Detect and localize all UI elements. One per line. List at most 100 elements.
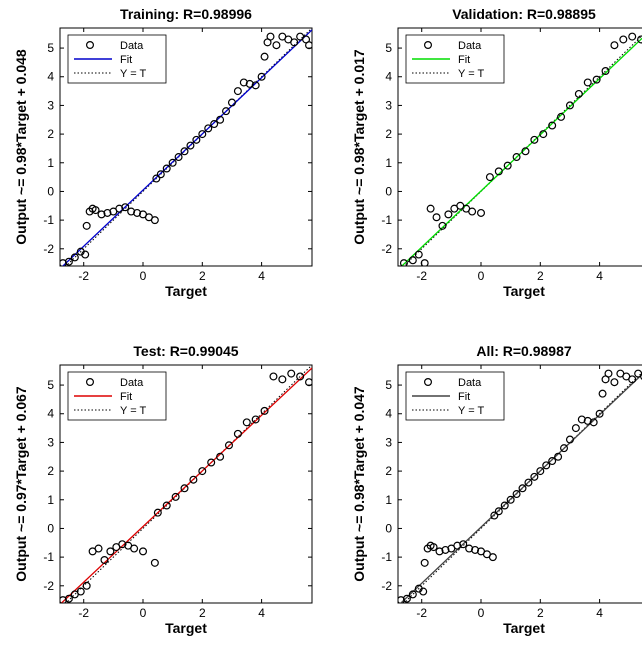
- x-tick-label: 0: [478, 606, 485, 620]
- data-point: [150, 558, 159, 567]
- data-point: [156, 170, 165, 179]
- legend-fit-label: Fit: [458, 391, 470, 403]
- data-point: [465, 544, 474, 553]
- data-point: [290, 38, 299, 47]
- data-point: [305, 378, 312, 387]
- data-point: [64, 594, 73, 603]
- fit-line: [61, 29, 312, 266]
- data-point: [257, 72, 266, 81]
- chart-title: Test: R=0.99045: [133, 343, 238, 359]
- data-point: [468, 207, 477, 216]
- y-tick-label: -2: [381, 579, 392, 593]
- y-tick-label: -2: [43, 242, 54, 256]
- data-point: [152, 174, 161, 183]
- panel-1: Training: R=0.98996 -2 0 2 4 -2 -1 0 1 2 3 4 5 Target…: [13, 6, 313, 299]
- data-point: [118, 540, 127, 549]
- data-point: [503, 161, 512, 170]
- x-tick-label: 0: [478, 269, 485, 283]
- x-tick-label: -2: [78, 269, 89, 283]
- data-point: [408, 590, 417, 599]
- x-tick-label: 2: [199, 269, 206, 283]
- data-point: [180, 484, 189, 493]
- x-axis-label: Target: [165, 283, 207, 299]
- x-tick-label: 4: [596, 606, 603, 620]
- data-point: [408, 256, 417, 265]
- legend: Data Fit Y = T: [405, 34, 505, 84]
- data-point: [536, 467, 545, 476]
- data-point: [429, 543, 438, 552]
- data-point: [251, 81, 260, 90]
- data-point: [150, 216, 159, 225]
- legend-data-label: Data: [120, 377, 144, 389]
- chart-title: All: R=0.98987: [476, 343, 572, 359]
- y-tick-label: 2: [385, 464, 392, 478]
- data-point: [186, 141, 195, 150]
- data-point: [103, 208, 112, 217]
- data-point: [287, 369, 296, 378]
- data-point: [595, 409, 604, 418]
- x-axis-label: Target: [503, 283, 545, 299]
- data-point: [224, 441, 233, 450]
- y-tick-label: 3: [385, 98, 392, 112]
- y-tick-label: -2: [381, 242, 392, 256]
- data-point: [438, 221, 447, 230]
- data-point: [94, 544, 103, 553]
- y-axis-label: Output ~= 0.98*Target + 0.047: [351, 386, 367, 582]
- data-point: [574, 89, 583, 98]
- data-point: [239, 78, 248, 87]
- legend: Data Fit Y = T: [67, 371, 167, 421]
- data-point: [153, 508, 162, 517]
- data-point: [539, 130, 548, 139]
- data-point: [162, 501, 171, 510]
- legend-identity-label: Y = T: [458, 405, 484, 417]
- data-point: [70, 253, 79, 262]
- legend-data-label: Data: [458, 40, 482, 52]
- y-axis-label: Output ~= 0.97*Target + 0.067: [13, 386, 29, 582]
- legend: Data Fit Y = T: [405, 371, 505, 421]
- data-point: [216, 452, 225, 461]
- data-point: [518, 484, 527, 493]
- data-point: [441, 545, 450, 554]
- legend-identity-label: Y = T: [120, 68, 146, 80]
- y-tick-label: -1: [43, 213, 54, 227]
- y-axis-label: Output ~= 0.98*Target + 0.017: [351, 49, 367, 245]
- data-point: [604, 369, 613, 378]
- y-tick-label: 1: [47, 493, 54, 507]
- y-tick-label: 0: [47, 184, 54, 198]
- data-point: [444, 210, 453, 219]
- x-axis-label: Target: [165, 620, 207, 636]
- panel-3: Test: R=0.99045 -2 0 2 4 -2 -1 0 1 2 3 4 5 Target Outp…: [13, 343, 313, 636]
- y-tick-label: 2: [385, 127, 392, 141]
- legend-fit-label: Fit: [120, 54, 132, 66]
- chart-title: Validation: R=0.98895: [452, 6, 596, 22]
- panel-4: All: R=0.98987 -2 0 2 4 -2 -1 0 1 2 3 4 5 Target Outpu…: [351, 343, 642, 636]
- data-point: [242, 418, 251, 427]
- data-point: [565, 101, 574, 110]
- data-point: [106, 547, 115, 556]
- data-point: [133, 208, 142, 217]
- data-point: [91, 206, 100, 215]
- y-tick-label: -1: [43, 550, 54, 564]
- data-point: [524, 478, 533, 487]
- y-tick-label: 5: [385, 378, 392, 392]
- data-point: [435, 547, 444, 556]
- data-point: [521, 147, 530, 156]
- data-point: [260, 52, 269, 61]
- data-point: [601, 67, 610, 76]
- data-point: [222, 107, 231, 116]
- data-point: [560, 444, 569, 453]
- data-point: [127, 207, 136, 216]
- y-tick-label: 0: [47, 521, 54, 535]
- legend-fit-label: Fit: [120, 391, 132, 403]
- legend-identity-label: Y = T: [458, 68, 484, 80]
- legend-fit-label: Fit: [458, 54, 470, 66]
- y-tick-label: -2: [43, 579, 54, 593]
- data-point: [266, 32, 275, 41]
- y-tick-label: 2: [47, 464, 54, 478]
- data-point: [506, 495, 515, 504]
- legend-data-label: Data: [458, 377, 482, 389]
- data-point: [162, 164, 171, 173]
- x-tick-label: -2: [78, 606, 89, 620]
- y-axis-label: Output ~= 0.98*Target + 0.048: [13, 49, 29, 245]
